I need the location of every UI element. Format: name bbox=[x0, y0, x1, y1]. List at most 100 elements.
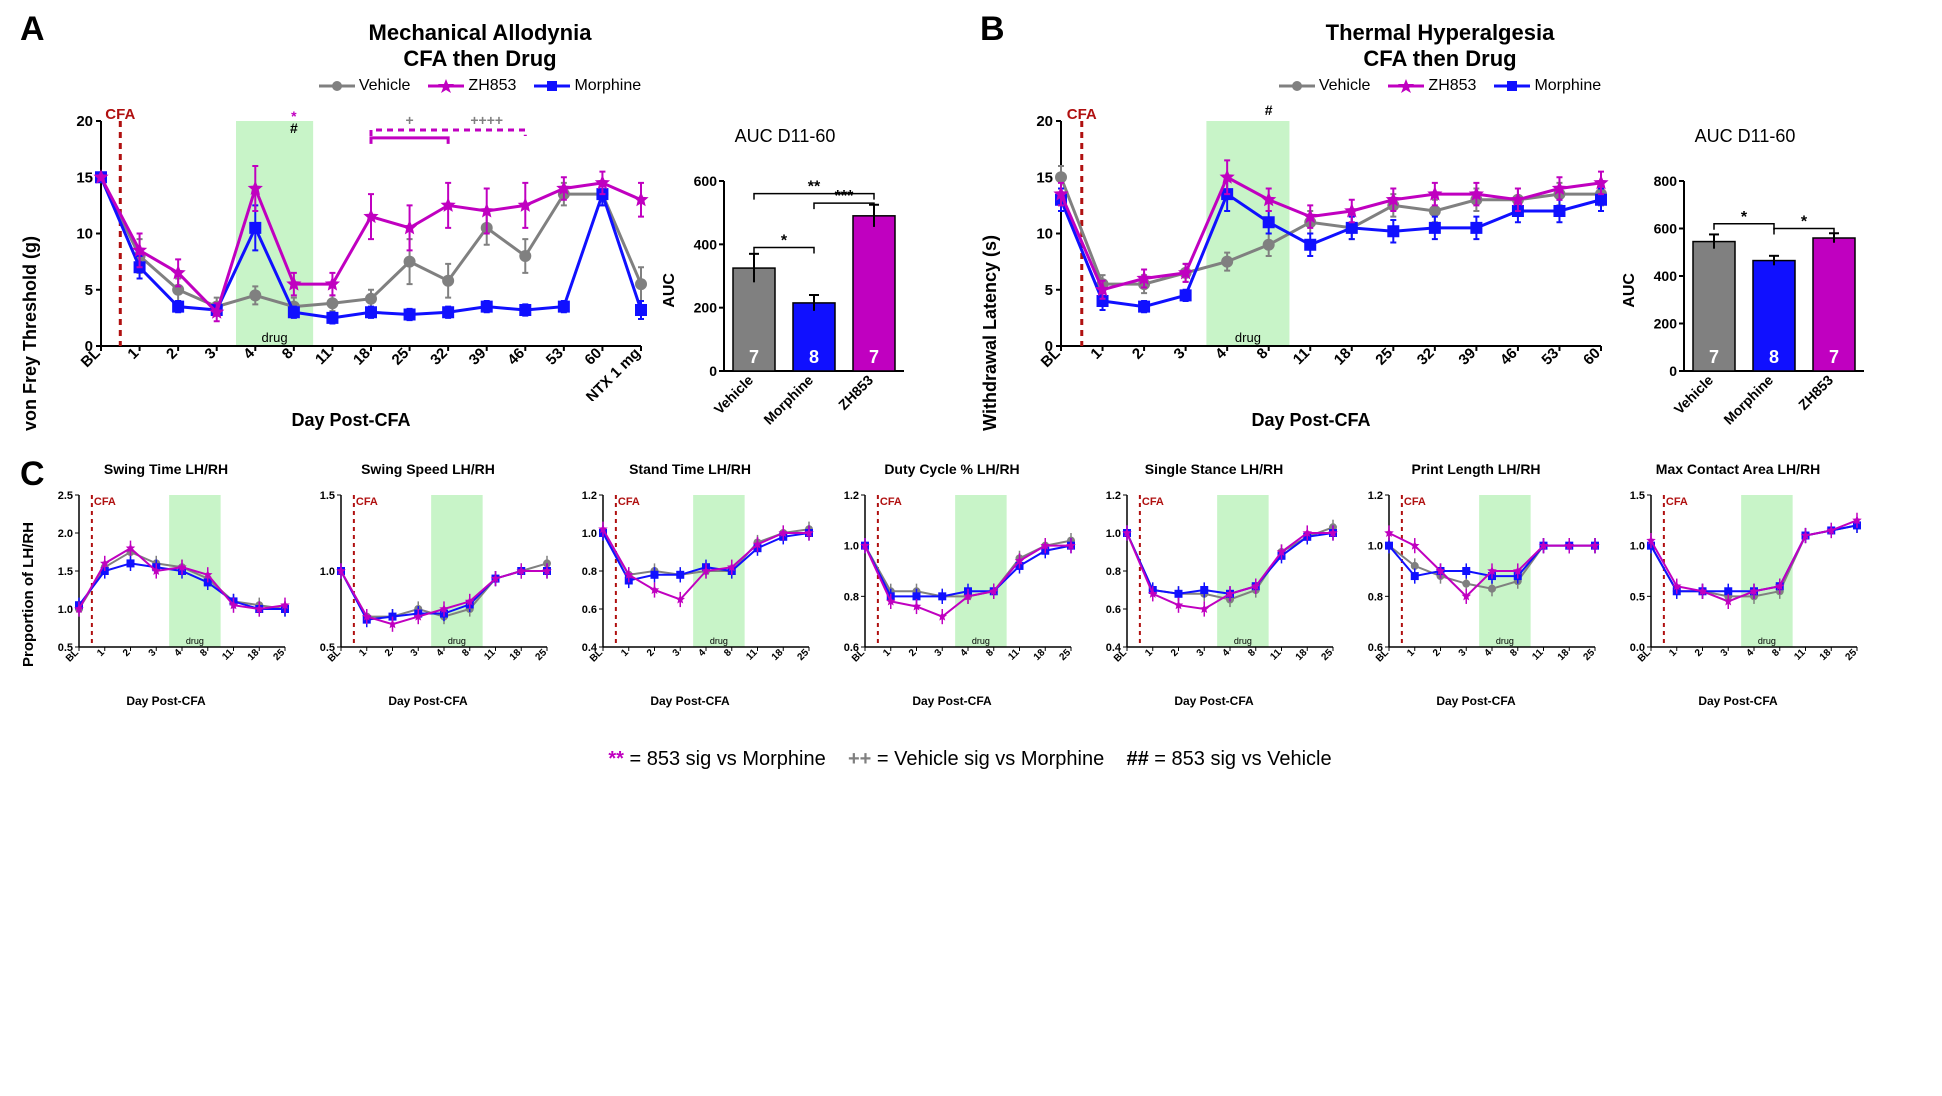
panel-c-chart-6: Max Contact Area LH/RH0.00.51.01.5BL1234… bbox=[1613, 461, 1863, 708]
svg-text:4: 4 bbox=[1220, 647, 1232, 659]
svg-text:0.6: 0.6 bbox=[1106, 604, 1121, 616]
svg-text:3: 3 bbox=[1719, 647, 1731, 659]
svg-text:8: 8 bbox=[1246, 647, 1258, 659]
svg-text:1.0: 1.0 bbox=[582, 528, 597, 540]
svg-text:8: 8 bbox=[722, 647, 734, 659]
footer-sym-c: ## bbox=[1126, 748, 1148, 770]
svg-text:7: 7 bbox=[1829, 347, 1839, 367]
panel-b-xlabel: Day Post-CFA bbox=[1011, 410, 1611, 431]
svg-text:4: 4 bbox=[958, 647, 970, 659]
svg-text:drug: drug bbox=[186, 636, 204, 646]
svg-text:BL: BL bbox=[1038, 345, 1064, 371]
svg-text:ZH853: ZH853 bbox=[1795, 371, 1836, 412]
svg-text:2: 2 bbox=[1431, 647, 1443, 659]
small-xlabel: Day Post-CFA bbox=[1351, 694, 1601, 708]
svg-text:200: 200 bbox=[694, 299, 718, 315]
small-title: Swing Speed LH/RH bbox=[303, 461, 553, 477]
panel-c-chart-3: Duty Cycle % LH/RH0.60.81.01.2BL12348111… bbox=[827, 461, 1077, 708]
svg-text:1.0: 1.0 bbox=[58, 604, 73, 616]
panel-b-title: Thermal Hyperalgesia CFA then Drug bbox=[980, 20, 1900, 73]
panel-a-label: A bbox=[20, 10, 45, 49]
panel-a-ylabel: von Frey Threshold (g) bbox=[20, 236, 41, 431]
svg-text:CFA: CFA bbox=[1142, 496, 1164, 508]
svg-text:1.2: 1.2 bbox=[1368, 490, 1383, 502]
svg-text:CFA: CFA bbox=[105, 106, 135, 123]
svg-text:1.0: 1.0 bbox=[1368, 540, 1383, 552]
small-title: Swing Time LH/RH bbox=[41, 461, 291, 477]
svg-text:4: 4 bbox=[696, 647, 708, 659]
figure-root: A Mechanical Allodynia CFA then Drug Veh… bbox=[20, 20, 1920, 771]
svg-text:1.2: 1.2 bbox=[582, 490, 597, 502]
small-xlabel: Day Post-CFA bbox=[1613, 694, 1863, 708]
small-title: Duty Cycle % LH/RH bbox=[827, 461, 1077, 477]
svg-text:3: 3 bbox=[409, 647, 421, 659]
svg-text:Morphine: Morphine bbox=[1720, 371, 1776, 427]
svg-text:15: 15 bbox=[1036, 169, 1053, 186]
svg-text:1: 1 bbox=[619, 647, 631, 659]
svg-text:10: 10 bbox=[76, 225, 93, 242]
panel-a: A Mechanical Allodynia CFA then Drug Veh… bbox=[20, 20, 940, 431]
svg-text:8: 8 bbox=[460, 647, 472, 659]
svg-text:CFA: CFA bbox=[94, 496, 116, 508]
svg-text:2: 2 bbox=[383, 647, 395, 659]
panel-c-chart-5: Print Length LH/RH0.60.81.01.2BL12348111… bbox=[1351, 461, 1601, 708]
svg-text:0.8: 0.8 bbox=[844, 591, 859, 603]
svg-text:1.0: 1.0 bbox=[1630, 540, 1645, 552]
svg-text:20: 20 bbox=[76, 113, 93, 130]
small-xlabel: Day Post-CFA bbox=[41, 694, 291, 708]
svg-text:CFA: CFA bbox=[1067, 106, 1097, 123]
panel-b-legend: Vehicle ZH853 Morphine bbox=[980, 77, 1900, 95]
svg-text:2: 2 bbox=[1169, 647, 1181, 659]
svg-text:0.6: 0.6 bbox=[582, 604, 597, 616]
svg-text:3: 3 bbox=[933, 647, 945, 659]
svg-text:1: 1 bbox=[357, 647, 369, 659]
svg-text:drug: drug bbox=[448, 636, 466, 646]
svg-text:600: 600 bbox=[694, 173, 718, 189]
footer-text-b: = Vehicle sig vs Morphine bbox=[877, 748, 1104, 770]
panel-c: C Proportion of LH/RH Swing Time LH/RH0.… bbox=[20, 461, 1920, 728]
svg-text:Vehicle: Vehicle bbox=[1671, 371, 1717, 417]
svg-text:1.5: 1.5 bbox=[1630, 490, 1645, 502]
legend-zh853: ZH853 bbox=[428, 77, 516, 95]
svg-text:*: * bbox=[1741, 209, 1748, 226]
svg-text:400: 400 bbox=[694, 236, 718, 252]
footer-sym-b: ++ bbox=[848, 748, 871, 770]
svg-text:drug: drug bbox=[1758, 636, 1776, 646]
svg-text:ZH853: ZH853 bbox=[835, 371, 876, 412]
svg-text:1: 1 bbox=[95, 647, 107, 659]
svg-text:2: 2 bbox=[907, 647, 919, 659]
svg-text:3: 3 bbox=[147, 647, 159, 659]
svg-text:8: 8 bbox=[984, 647, 996, 659]
panel-b-label: B bbox=[980, 10, 1005, 49]
svg-text:0.8: 0.8 bbox=[1106, 566, 1121, 578]
svg-text:drug: drug bbox=[262, 330, 288, 345]
small-xlabel: Day Post-CFA bbox=[303, 694, 553, 708]
legend-morphine: Morphine bbox=[534, 77, 641, 95]
svg-text:7: 7 bbox=[869, 347, 879, 367]
svg-text:0: 0 bbox=[709, 363, 717, 379]
svg-text:7: 7 bbox=[749, 347, 759, 367]
svg-text:1: 1 bbox=[1667, 647, 1679, 659]
svg-text:++++: ++++ bbox=[470, 112, 503, 128]
small-title: Single Stance LH/RH bbox=[1089, 461, 1339, 477]
svg-text:drug: drug bbox=[710, 636, 728, 646]
svg-text:drug: drug bbox=[1234, 636, 1252, 646]
footer-text-a: = 853 sig vs Morphine bbox=[630, 748, 826, 770]
svg-text:2.5: 2.5 bbox=[58, 490, 73, 502]
panel-c-chart-0: Swing Time LH/RH0.51.01.52.02.5BL1234811… bbox=[41, 461, 291, 708]
svg-text:4: 4 bbox=[1744, 647, 1756, 659]
panel-a-linechart: 05101520BL123481118253239465360NTX 1 mgC… bbox=[51, 101, 651, 431]
small-xlabel: Day Post-CFA bbox=[565, 694, 815, 708]
svg-text:1: 1 bbox=[1405, 647, 1417, 659]
svg-text:3: 3 bbox=[671, 647, 683, 659]
svg-text:Morphine: Morphine bbox=[760, 371, 816, 427]
svg-text:1: 1 bbox=[881, 647, 893, 659]
svg-text:10: 10 bbox=[1036, 225, 1053, 242]
panel-c-chart-4: Single Stance LH/RH0.40.60.81.01.2BL1234… bbox=[1089, 461, 1339, 708]
legend-vehicle-b: Vehicle bbox=[1279, 77, 1371, 95]
panel-b-auc-ylabel: AUC bbox=[1621, 273, 1639, 308]
svg-text:Vehicle: Vehicle bbox=[711, 371, 757, 417]
svg-text:2: 2 bbox=[1693, 647, 1705, 659]
legend-morphine-b: Morphine bbox=[1494, 77, 1601, 95]
svg-text:15: 15 bbox=[76, 169, 93, 186]
